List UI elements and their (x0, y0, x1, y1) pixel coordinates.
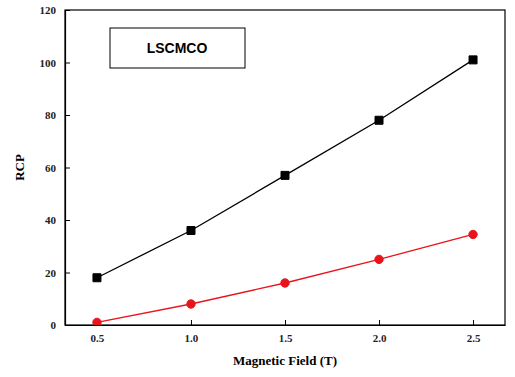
y-tick-label: 100 (40, 57, 57, 69)
x-axis: 0.5 1.0 1.5 2.0 2.5 (66, 320, 506, 344)
data-point (187, 227, 195, 235)
x-tick: 1.0 (185, 320, 199, 344)
data-point (469, 230, 477, 238)
y-axis: 0 20 40 60 80 100 120 (40, 4, 71, 331)
data-point (281, 279, 289, 287)
y-tick: 0 (51, 319, 71, 331)
data-point (93, 274, 101, 282)
series-line (97, 234, 473, 322)
x-tick-label: 0.5 (91, 332, 105, 344)
x-tick-mark (191, 320, 192, 325)
data-area (93, 56, 477, 325)
x-tick: 1.5 (279, 320, 293, 344)
series-line (97, 60, 473, 278)
y-tick-label: 40 (45, 214, 57, 226)
y-tick-mark (65, 168, 70, 169)
y-tick-mark (65, 115, 70, 116)
data-point (187, 300, 195, 308)
x-tick-label: 1.5 (279, 332, 293, 344)
y-tick-mark (65, 325, 70, 326)
y-tick-mark (65, 273, 70, 274)
y-tick: 40 (45, 214, 70, 226)
x-tick-mark (379, 320, 380, 325)
annotation-box (110, 28, 245, 68)
y-tick-label: 80 (45, 109, 57, 121)
y-axis-title: RCP (12, 154, 27, 181)
y-tick-mark (65, 63, 70, 64)
x-tick-label: 2.0 (373, 332, 387, 344)
data-point (281, 171, 289, 179)
y-tick: 20 (45, 267, 70, 279)
x-tick-mark (473, 320, 474, 325)
x-axis-title: Magnetic Field (T) (233, 353, 337, 368)
y-tick: 60 (45, 162, 70, 174)
annotation: LSCMCO (110, 28, 245, 68)
y-tick: 100 (40, 57, 71, 69)
x-tick: 2.0 (373, 320, 387, 344)
y-tick-mark (65, 10, 70, 11)
x-tick-mark (285, 320, 286, 325)
plot-frame (65, 10, 505, 325)
annotation-text: LSCMCO (147, 40, 208, 56)
y-tick-label: 0 (51, 319, 57, 331)
plot: 0.5 1.0 1.5 2.0 2.5 0 20 40 60 80 100 120 LSCMCO (40, 4, 506, 344)
x-axis-line (66, 325, 506, 326)
y-tick-label: 20 (45, 267, 57, 279)
data-point (93, 318, 101, 325)
x-tick-label: 2.5 (467, 332, 481, 344)
y-tick: 120 (40, 4, 71, 16)
y-tick-mark (65, 220, 70, 221)
data-point (469, 56, 477, 64)
x-tick-label: 1.0 (185, 332, 199, 344)
y-tick-label: 120 (40, 4, 57, 16)
x-tick: 2.5 (467, 320, 481, 344)
data-point (375, 255, 383, 263)
chart: 0.5 1.0 1.5 2.0 2.5 0 20 40 60 80 100 120 LSCMCO Magn… (0, 0, 515, 377)
y-tick-label: 60 (45, 162, 57, 174)
y-tick: 80 (45, 109, 70, 121)
data-point (375, 116, 383, 124)
